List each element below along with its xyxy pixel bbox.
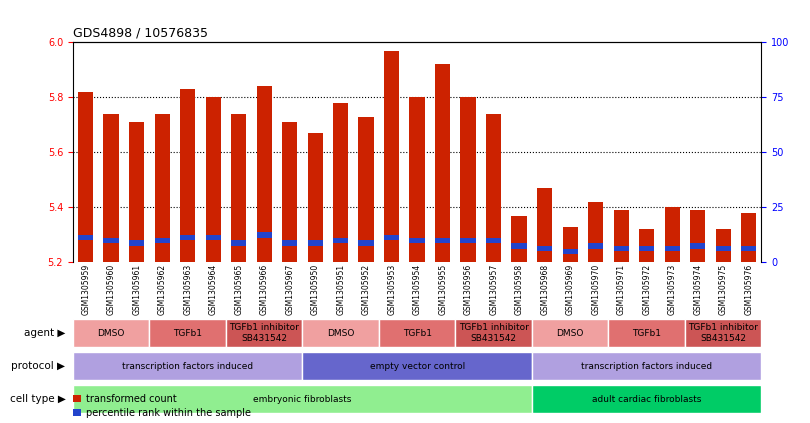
Text: GDS4898 / 10576835: GDS4898 / 10576835 [73,27,208,40]
Bar [180,235,195,240]
FancyBboxPatch shape [73,385,532,413]
Text: TGFb1: TGFb1 [173,329,202,338]
Bar [359,116,373,262]
Bar [257,86,272,262]
FancyBboxPatch shape [302,352,532,380]
FancyBboxPatch shape [532,319,608,347]
Bar [257,232,272,238]
FancyBboxPatch shape [73,352,302,380]
Bar [333,103,348,262]
Bar [690,243,706,249]
Text: transcription factors induced: transcription factors induced [122,362,254,371]
Bar [461,238,475,243]
Bar [180,89,195,262]
Text: transcription factors induced: transcription factors induced [581,362,712,371]
Bar [639,246,654,251]
Text: DMSO: DMSO [327,329,354,338]
Bar [129,240,144,246]
Bar [410,238,424,243]
Bar [73,395,81,402]
Bar [486,238,501,243]
Bar [231,240,246,246]
Bar [333,238,348,243]
Bar [511,216,526,262]
FancyBboxPatch shape [302,319,379,347]
Bar [410,97,424,262]
Bar [715,229,731,262]
Bar [73,409,81,416]
Bar [282,240,297,246]
FancyBboxPatch shape [73,319,149,347]
FancyBboxPatch shape [532,385,761,413]
Text: TGFb1 inhibitor
SB431542: TGFb1 inhibitor SB431542 [229,324,299,343]
Bar [206,97,221,262]
Bar [78,92,93,262]
Text: adult cardiac fibroblasts: adult cardiac fibroblasts [592,395,701,404]
Text: TGFb1: TGFb1 [632,329,661,338]
Bar [231,114,246,262]
Bar [104,238,119,243]
Bar [282,122,297,262]
Bar [206,235,221,240]
Text: agent ▶: agent ▶ [24,328,66,338]
Bar [359,240,373,246]
Bar [155,238,170,243]
FancyBboxPatch shape [685,319,761,347]
Bar [664,207,680,262]
Text: embryonic fibroblasts: embryonic fibroblasts [254,395,352,404]
FancyBboxPatch shape [532,352,761,380]
Text: TGFb1: TGFb1 [403,329,432,338]
Text: DMSO: DMSO [97,329,125,338]
Bar [384,235,399,240]
Bar [639,229,654,262]
Bar [537,188,552,262]
Text: DMSO: DMSO [556,329,584,338]
Text: protocol ▶: protocol ▶ [11,361,66,371]
FancyBboxPatch shape [226,319,302,347]
Bar [435,238,450,243]
Bar [104,114,119,262]
Text: TGFb1 inhibitor
SB431542: TGFb1 inhibitor SB431542 [458,324,529,343]
Text: percentile rank within the sample: percentile rank within the sample [86,408,251,418]
Bar [664,246,680,251]
Bar [486,114,501,262]
Bar [78,235,93,240]
Bar [690,210,706,262]
Bar [741,246,757,251]
Bar [588,202,603,262]
Bar [308,240,323,246]
FancyBboxPatch shape [149,319,226,347]
Bar [511,243,526,249]
Bar [308,133,323,262]
Bar [384,51,399,262]
Bar [562,248,578,254]
Text: cell type ▶: cell type ▶ [10,394,66,404]
Text: empty vector control: empty vector control [369,362,465,371]
Bar [613,210,629,262]
Bar [155,114,170,262]
FancyBboxPatch shape [455,319,532,347]
Bar [562,227,578,262]
Bar [588,243,603,249]
Bar [461,97,475,262]
Text: transformed count: transformed count [86,394,177,404]
Bar [741,213,757,262]
FancyBboxPatch shape [379,319,455,347]
Bar [715,246,731,251]
FancyBboxPatch shape [608,319,685,347]
Text: TGFb1 inhibitor
SB431542: TGFb1 inhibitor SB431542 [688,324,758,343]
Bar [129,122,144,262]
Bar [613,246,629,251]
Bar [435,64,450,262]
Bar [537,246,552,251]
